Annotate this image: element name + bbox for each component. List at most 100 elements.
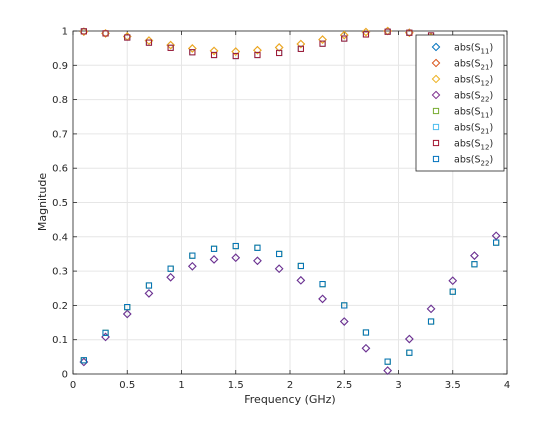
data-point (254, 244, 261, 251)
legend-item: abs(S22) (432, 155, 493, 168)
data-point (361, 27, 371, 37)
data-point (80, 28, 87, 35)
legend-marker (431, 42, 441, 52)
legend-item: abs(S11) (432, 107, 493, 120)
data-point (471, 261, 478, 268)
y-tick-label: 0.3 (52, 267, 68, 278)
legend-marker (432, 123, 440, 131)
data-point (297, 262, 304, 270)
data-point (276, 250, 283, 258)
y-tick-label: 0.7 (52, 129, 68, 140)
data-point (188, 261, 197, 271)
legend-item: abs(S11) (431, 42, 493, 56)
legend-marker (432, 139, 440, 147)
data-point (491, 231, 501, 241)
data-point (318, 35, 327, 44)
data-point (167, 265, 174, 272)
data-point (339, 30, 349, 40)
x-tick-label: 0 (70, 380, 76, 391)
legend-box (415, 34, 505, 172)
data-point (427, 318, 435, 325)
data-point (384, 28, 391, 35)
data-point (274, 43, 284, 52)
data-point (166, 272, 175, 282)
data-point (80, 357, 87, 364)
data-point (253, 256, 262, 266)
legend-item: abs(S12) (431, 74, 493, 88)
y-tick-label: 0.2 (52, 301, 68, 312)
data-point (297, 45, 304, 52)
x-tick-label: 1.5 (228, 380, 244, 391)
legend-marker (432, 107, 440, 115)
legend-label: abs(S12) (454, 139, 493, 152)
data-point (449, 288, 456, 295)
data-point (383, 366, 392, 375)
legend-marker (431, 58, 441, 68)
legend-label: abs(S12) (454, 75, 493, 88)
data-point (253, 45, 262, 55)
y-tick-label: 0.1 (52, 335, 68, 346)
data-point (339, 317, 349, 326)
data-point (493, 239, 500, 246)
x-tick-label: 4 (504, 380, 510, 391)
y-tick-label: 0 (62, 370, 68, 381)
series-8 (80, 239, 500, 365)
data-point (189, 252, 196, 259)
data-point (405, 334, 414, 344)
data-point (232, 242, 239, 250)
y-tick-label: 0.9 (52, 61, 68, 72)
data-point (276, 49, 283, 57)
data-point (210, 51, 218, 59)
y-tick-label: 0.5 (52, 198, 68, 209)
ticks-layer: 0 0.5 1 1.5 2 2.5 3 3.5 4 0 0.1 0.2 0.3 0.4 0.5 0.6 0.7 0… (52, 27, 510, 392)
y-tick-label: 0.4 (52, 232, 68, 243)
data-point (166, 40, 175, 50)
data-point (145, 39, 153, 46)
y-tick-label: 0.6 (52, 164, 68, 175)
x-tick-label: 3 (395, 380, 401, 391)
data-point (448, 276, 458, 286)
data-point (144, 289, 154, 298)
legend-label: abs(S21) (454, 123, 493, 136)
legend: abs(S11) abs(S21) abs(S12) abs(S22) abs(S11)… (415, 34, 505, 172)
x-axis-label: Frequency (GHz) (244, 393, 335, 406)
data-point (188, 44, 197, 53)
legend-item: abs(S12) (432, 139, 493, 152)
data-point (254, 51, 261, 59)
data-point (209, 255, 219, 264)
y-tick-label: 1 (62, 27, 68, 38)
data-point (341, 35, 348, 42)
data-point (341, 302, 348, 309)
data-point (231, 253, 241, 263)
data-point (426, 304, 436, 314)
data-point (362, 31, 370, 38)
legend-label: abs(S22) (454, 155, 493, 168)
legend-label: abs(S22) (454, 91, 493, 104)
series-4 (79, 231, 501, 375)
x-tick-label: 2 (287, 380, 293, 391)
data-point (124, 304, 131, 311)
data-point (319, 40, 326, 47)
data-point (318, 294, 327, 304)
x-tick-label: 3.5 (445, 380, 461, 391)
data-point (362, 329, 370, 336)
x-tick-label: 2.5 (336, 380, 352, 391)
data-point (102, 329, 109, 336)
data-point (102, 30, 109, 37)
data-point (124, 34, 131, 41)
data-point (296, 39, 306, 49)
y-tick-label: 0.8 (52, 95, 68, 106)
data-point (406, 349, 413, 356)
data-point (384, 358, 391, 365)
data-point (231, 47, 241, 56)
legend-marker (431, 74, 441, 84)
legend-label: abs(S21) (454, 59, 493, 72)
data-point (145, 282, 153, 289)
data-point (274, 264, 284, 274)
data-point (296, 276, 306, 285)
data-point (210, 245, 218, 252)
data-point (319, 281, 326, 288)
data-point (122, 309, 132, 319)
legend-item: abs(S21) (432, 123, 493, 136)
